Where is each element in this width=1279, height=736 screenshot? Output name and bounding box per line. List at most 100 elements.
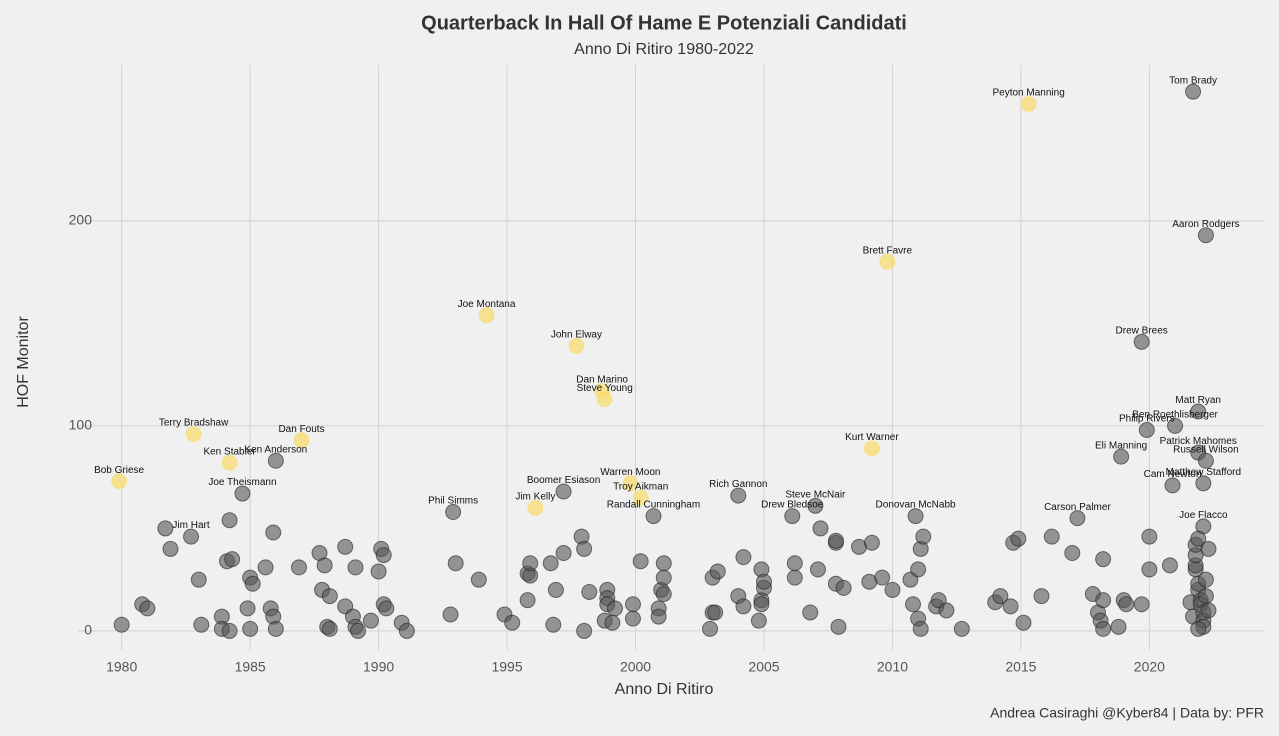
point-label: Rich Gannon — [709, 479, 767, 490]
x-axis-title: Anno Di Ritiro — [615, 681, 714, 698]
point — [827, 532, 844, 549]
point — [504, 614, 521, 631]
point — [1095, 551, 1112, 568]
point — [1095, 620, 1112, 637]
point — [370, 563, 387, 580]
point — [863, 440, 880, 457]
point — [624, 596, 641, 613]
point — [624, 610, 641, 627]
point — [221, 512, 238, 529]
point — [239, 600, 256, 617]
point — [1069, 510, 1086, 527]
point — [784, 508, 801, 525]
point — [905, 596, 922, 613]
point — [234, 485, 251, 502]
point — [1133, 596, 1150, 613]
point — [224, 551, 241, 568]
point — [915, 528, 932, 545]
point-label: Boomer Esiason — [527, 475, 600, 486]
point — [522, 555, 539, 572]
x-tick-label: 2000 — [620, 659, 651, 675]
point — [650, 608, 667, 625]
point — [874, 569, 891, 586]
x-tick-label: 2005 — [748, 659, 779, 675]
point — [830, 618, 847, 635]
point-label: Phil Simms — [428, 496, 478, 507]
point — [242, 620, 259, 637]
point-label: Joe Montana — [458, 299, 516, 310]
point — [321, 588, 338, 605]
point — [1033, 588, 1050, 605]
point-label: Terry Bradshaw — [159, 418, 229, 429]
point — [912, 620, 929, 637]
point-label: Ken Anderson — [244, 444, 307, 455]
x-tick-label: 1990 — [363, 659, 394, 675]
y-tick-label: 100 — [69, 417, 93, 433]
point — [1133, 333, 1150, 350]
point — [1197, 588, 1214, 605]
point — [1190, 530, 1207, 547]
point-label: Joe Flacco — [1179, 510, 1228, 521]
point-label: Dan Marino — [576, 375, 628, 386]
chart-title: Quarterback In Hall Of Hame E Potenziali… — [421, 12, 907, 34]
point — [442, 606, 459, 623]
point — [802, 604, 819, 621]
point — [735, 598, 752, 615]
point — [910, 561, 927, 578]
point-label: Dan Fouts — [278, 424, 324, 435]
point — [907, 508, 924, 525]
point — [730, 487, 747, 504]
point — [576, 540, 593, 557]
point — [290, 559, 307, 576]
point — [375, 547, 392, 564]
point-label: Carson Palmer — [1044, 502, 1111, 513]
point — [1095, 592, 1112, 609]
point — [545, 616, 562, 633]
point-label: Cam Newton — [1144, 469, 1202, 480]
point — [519, 592, 536, 609]
point — [879, 253, 896, 270]
point — [1010, 530, 1027, 547]
point-label: Steve Young — [577, 383, 633, 394]
point — [555, 483, 572, 500]
x-tick-label: 2010 — [877, 659, 908, 675]
point-label: Drew Brees — [1116, 325, 1168, 336]
point-label: Patrick Mahomes — [1160, 436, 1237, 447]
point — [350, 622, 367, 639]
point — [293, 432, 310, 449]
point-label: Ben Roethlisberger — [1132, 410, 1218, 421]
point — [542, 555, 559, 572]
point-label: Warren Moon — [600, 467, 660, 478]
point — [162, 540, 179, 557]
point — [244, 575, 261, 592]
point — [1138, 421, 1155, 438]
point — [581, 583, 598, 600]
point-label: Russell Wilson — [1173, 444, 1239, 455]
point — [445, 504, 462, 521]
point — [193, 616, 210, 633]
point-label: Jim Hart — [172, 520, 209, 531]
point — [1015, 614, 1032, 631]
point-label: Aaron Rodgers — [1172, 219, 1239, 230]
point — [221, 622, 238, 639]
point — [267, 620, 284, 637]
point — [809, 561, 826, 578]
point — [655, 586, 672, 603]
point — [1197, 452, 1214, 469]
point-label: Tom Brady — [1169, 75, 1217, 86]
point — [111, 473, 128, 490]
point — [1190, 620, 1207, 637]
x-tick-label: 1985 — [235, 659, 266, 675]
point — [1200, 602, 1217, 619]
point — [1164, 477, 1181, 494]
x-tick-label: 1995 — [491, 659, 522, 675]
point — [702, 620, 719, 637]
point — [321, 620, 338, 637]
y-tick-label: 200 — [69, 212, 93, 228]
point-label: Ken Stabler — [203, 446, 256, 457]
point — [1064, 545, 1081, 562]
point — [183, 528, 200, 545]
point-label: Kurt Warner — [845, 432, 899, 443]
point — [1197, 227, 1214, 244]
point — [527, 499, 544, 516]
